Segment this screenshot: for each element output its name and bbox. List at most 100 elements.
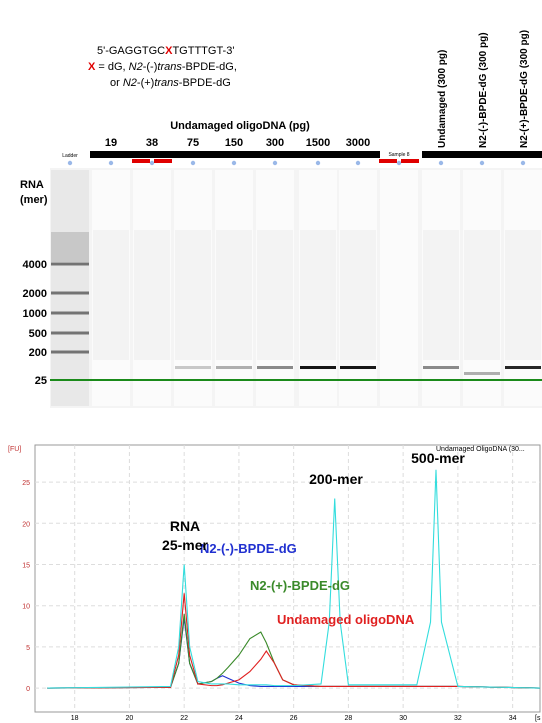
lane-bar [90, 151, 380, 158]
smear [134, 230, 170, 360]
x-tick-label: 26 [290, 715, 298, 722]
seq-text: -(+) [137, 77, 154, 89]
sequence-line: X = dG, N2-(-)trans-BPDE-dG, [88, 61, 237, 73]
smear [216, 230, 252, 360]
ladder-label: 4000 [23, 259, 47, 271]
ladder-label: 500 [29, 328, 47, 340]
ladder-label: 1000 [23, 308, 47, 320]
sequence-line: or N2-(+)trans-BPDE-dG [110, 77, 231, 89]
y-tick-label: 5 [26, 645, 30, 652]
lane-label: N2-(+)-BPDE-dG (300 pg) [519, 30, 530, 148]
seq-text: trans [154, 77, 179, 89]
lane [133, 170, 171, 406]
annotation: 25-mer [162, 537, 208, 553]
lane [215, 170, 253, 406]
seq-text: 5'-GAGGTGC [97, 45, 165, 57]
band [505, 366, 541, 369]
seq-text: TGTTTGT-3' [172, 45, 234, 57]
smear [93, 230, 129, 360]
seq-text: N2 [129, 61, 143, 73]
annotation: RNA [170, 518, 200, 534]
x-axis-label: [s [535, 715, 541, 722]
ladder-band [51, 291, 89, 295]
lane-label: 150 [225, 137, 243, 149]
gel-axis-label: (mer) [20, 194, 48, 206]
lane-label: 1500 [306, 137, 330, 149]
y-tick-label: 15 [22, 562, 30, 569]
gel-axis-label: RNA [20, 179, 44, 191]
band [423, 366, 459, 369]
lane-label: 300 [266, 137, 284, 149]
lane-dot [67, 160, 73, 166]
smear [340, 230, 376, 360]
band [340, 366, 376, 369]
seq-text: trans [157, 61, 182, 73]
ladder-label: 2000 [23, 288, 47, 300]
band [300, 366, 336, 369]
lane-label: Sample 8 [388, 152, 409, 158]
band [257, 366, 293, 369]
lane [256, 170, 294, 406]
smear [423, 230, 459, 360]
ladder-label: 25 [35, 375, 47, 387]
lane-dot [438, 160, 444, 166]
seq-x: X [88, 61, 96, 73]
annotation: N2-(+)-BPDE-dG [250, 578, 350, 593]
lane-dot [355, 160, 361, 166]
ladder-band [51, 262, 89, 266]
lane-label: 3000 [346, 137, 370, 149]
y-tick-label: 10 [22, 604, 30, 611]
lane [463, 170, 501, 406]
gel: Ladder 19 38 75 150 300 1500 3000 Sample 8 Undama… [23, 30, 542, 406]
legend-entry: Undamaged OligoDNA (30... [436, 446, 525, 453]
marker [154, 159, 172, 163]
smear [464, 230, 500, 360]
marker [132, 159, 150, 163]
ladder-smear [51, 232, 89, 262]
seq-text: N2 [123, 77, 137, 89]
annotation: N2-(-)-BPDE-dG [200, 541, 297, 556]
marker [401, 159, 419, 163]
sequence-line: 5'-GAGGTGCXTGTTTGT-3' [97, 45, 234, 57]
x-tick-label: 20 [126, 715, 134, 722]
lane-dot [231, 160, 237, 166]
lane-dot [520, 160, 526, 166]
lane [174, 170, 212, 406]
lane [92, 170, 130, 406]
lane-label: 75 [187, 137, 199, 149]
x-tick-label: 34 [509, 715, 517, 722]
band [216, 366, 252, 369]
seq-text: or [110, 77, 123, 89]
seq-text: -(-) [143, 61, 158, 73]
band [175, 366, 211, 369]
smear [300, 230, 336, 360]
seq-text: -BPDE-dG, [182, 61, 237, 73]
annotation: Undamaged oligoDNA [277, 612, 415, 627]
lane-dot [108, 160, 114, 166]
lane-label: Undamaged (300 pg) [437, 50, 448, 148]
x-tick-label: 28 [345, 715, 353, 722]
seq-text: = dG, [95, 61, 128, 73]
lane-dot [315, 160, 321, 166]
plot-area [34, 444, 541, 713]
ladder-band [51, 311, 89, 315]
seq-text: -BPDE-dG [179, 77, 231, 89]
lane-label: 19 [105, 137, 117, 149]
y-axis-label: [FU] [8, 446, 21, 453]
lane [422, 170, 460, 406]
lane-dot [272, 160, 278, 166]
lane-label: 38 [146, 137, 158, 149]
lane-dot [479, 160, 485, 166]
marker [379, 159, 397, 163]
x-tick-label: 18 [71, 715, 79, 722]
lane-bar [422, 151, 542, 158]
group-label: Undamaged oligoDNA (pg) [170, 120, 310, 132]
lane-dot [190, 160, 196, 166]
trace [47, 469, 541, 689]
lane [51, 170, 89, 406]
x-tick-label: 30 [399, 715, 407, 722]
y-tick-label: 25 [22, 480, 30, 487]
annotation: 500-mer [411, 450, 465, 466]
smear [175, 230, 211, 360]
